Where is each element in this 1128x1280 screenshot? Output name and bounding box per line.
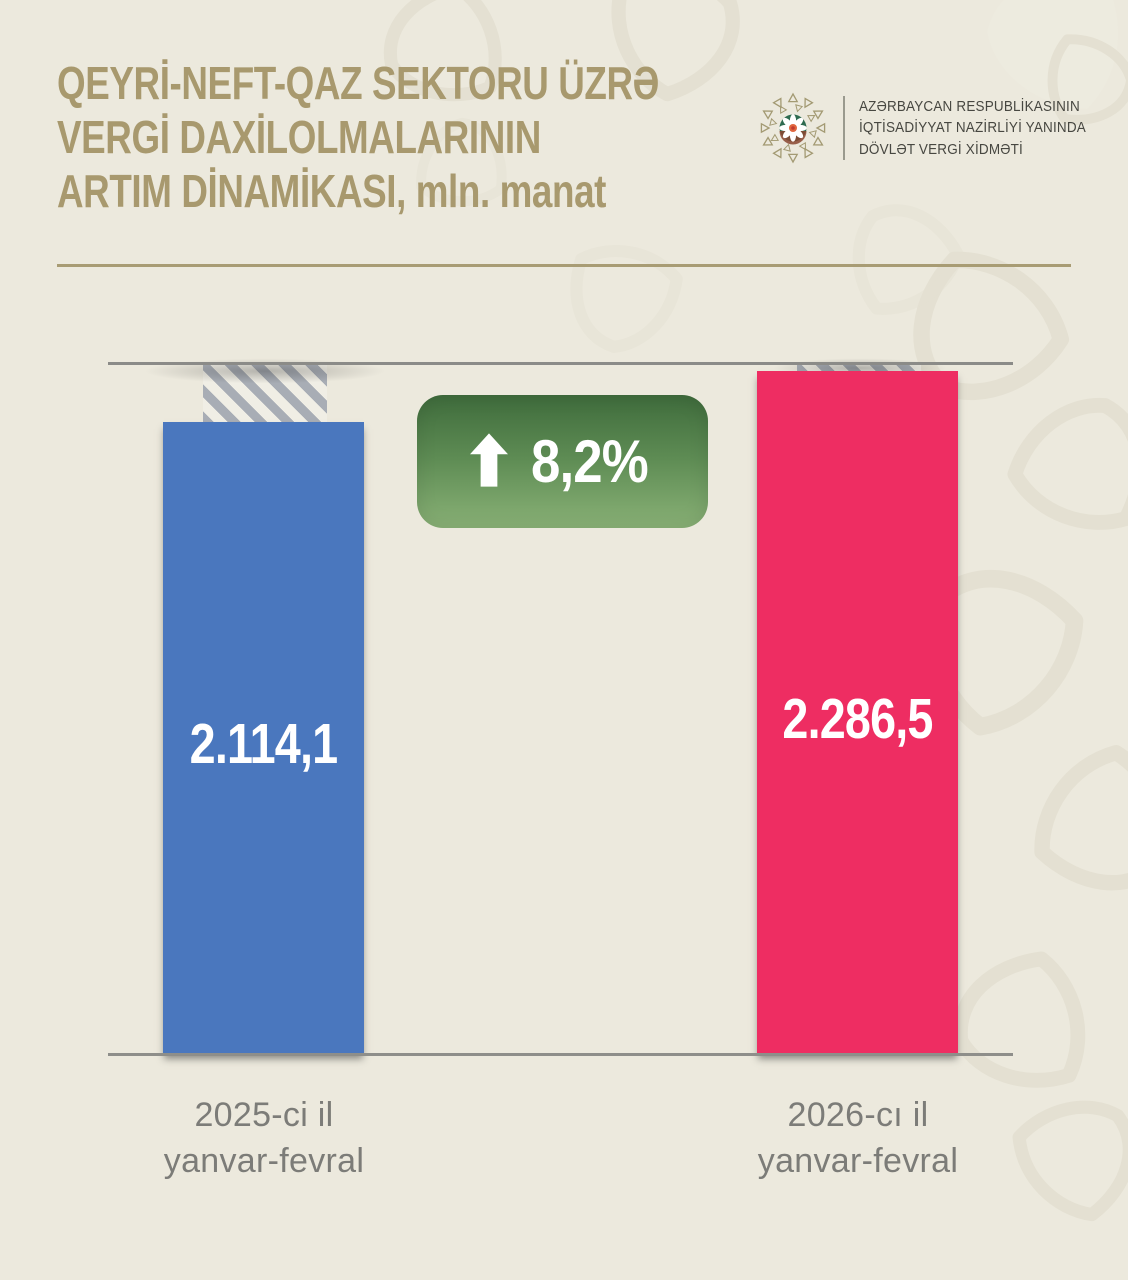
tax-service-emblem-icon — [760, 93, 826, 163]
header-separator-line — [57, 264, 1071, 267]
category-label-2026: 2026-cı il yanvar-fevral — [698, 1092, 1018, 1184]
growth-percent-value: 8,2% — [530, 428, 649, 495]
bar-value-2025: 2.114,1 — [189, 712, 338, 776]
title-line-2: VERGİ DAXİLOLMALARININ — [57, 111, 541, 163]
category-label-2025: 2025-ci il yanvar-fevral — [104, 1092, 424, 1184]
organization-logo: AZƏRBAYCAN RESPUBLİKASININ İQTİSADİYYAT … — [755, 90, 1111, 166]
org-line-2: İQTİSADİYYAT NAZİRLİYİ YANINDA — [859, 119, 1086, 137]
up-arrow-icon — [469, 432, 508, 487]
category-2025-line-2: yanvar-fevral — [163, 1142, 365, 1180]
logo-divider — [843, 96, 845, 160]
title-line-1: QEYRİ-NEFT-QAZ SEKTORU ÜZRƏ — [57, 57, 660, 109]
chart-top-reference-line — [108, 362, 1013, 365]
org-line-1: AZƏRBAYCAN RESPUBLİKASININ — [859, 97, 1080, 115]
category-2026-line-1: 2026-cı il — [787, 1096, 929, 1134]
growth-badge: 8,2% — [417, 395, 708, 528]
hatched-gap-2025 — [203, 364, 327, 424]
bar-2026 — [757, 371, 958, 1054]
x-axis-line — [108, 1053, 1013, 1056]
category-2025-line-1: 2025-ci il — [194, 1096, 334, 1134]
bar-value-2026: 2.286,5 — [782, 687, 933, 751]
hatched-gap-2026 — [797, 364, 921, 373]
title-line-3: ARTIM DİNAMİKASI, mln. manat — [57, 165, 606, 217]
page-title: QEYRİ-NEFT-QAZ SEKTORU ÜZRƏ VERGİ DAXİLO… — [57, 56, 659, 218]
bar-2025 — [163, 422, 364, 1054]
organization-name: AZƏRBAYCAN RESPUBLİKASININ İQTİSADİYYAT … — [859, 96, 1086, 161]
category-2026-line-2: yanvar-fevral — [757, 1142, 959, 1180]
org-line-3: DÖVLƏT VERGİ XİDMƏTİ — [859, 140, 1023, 158]
